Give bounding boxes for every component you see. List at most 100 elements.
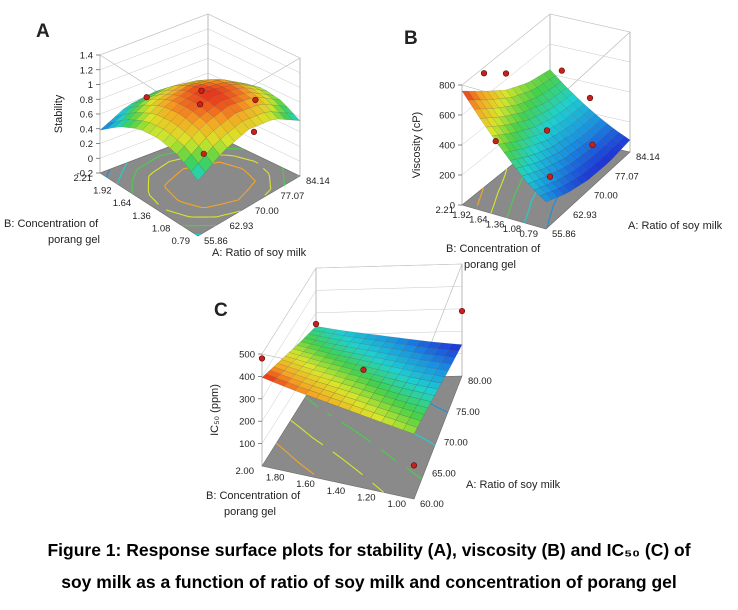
design-point bbox=[480, 70, 488, 77]
z-axis-label: IC₅₀ (ppm) bbox=[209, 384, 221, 436]
z-tick-label: 0.4 bbox=[80, 124, 93, 135]
z-tick-label: 300 bbox=[239, 394, 255, 405]
panel-a: A -0.2 0 0.2 0.4 0.6 0.8 1 1.2 1.4 Stability 55.866… bbox=[4, 13, 330, 259]
floor-contour bbox=[490, 168, 508, 214]
y-axis-label-line-1: B: Concentration of bbox=[4, 218, 99, 230]
x-tick-label: 75.00 bbox=[456, 407, 480, 418]
surface-patch bbox=[539, 193, 553, 203]
z-tick-label: 500 bbox=[239, 350, 255, 361]
z-tick-label: 200 bbox=[239, 417, 255, 428]
z-tick-label: 0.8 bbox=[80, 95, 93, 106]
wall-gridline bbox=[261, 286, 463, 377]
x-tick-label: 62.93 bbox=[230, 221, 254, 232]
z-axis-label: Viscosity (cP) bbox=[411, 112, 423, 178]
floor-contour bbox=[305, 396, 423, 480]
z-tick-label: 0 bbox=[450, 201, 455, 212]
y-tick-label: 0.79 bbox=[172, 236, 191, 247]
design-point bbox=[543, 127, 551, 134]
x-tick-label: 70.00 bbox=[255, 206, 279, 217]
design-point bbox=[200, 150, 207, 157]
y-tick-label: 1.20 bbox=[357, 492, 376, 503]
y-tick-label: 2.21 bbox=[74, 173, 93, 184]
x-tick-label: 70.00 bbox=[444, 438, 468, 449]
response-surface bbox=[99, 79, 301, 181]
wall-gridline bbox=[99, 43, 301, 88]
x-tick-label: 62.93 bbox=[573, 210, 597, 221]
z-tick-label: 600 bbox=[439, 111, 455, 122]
y-tick-label: 1.92 bbox=[452, 210, 471, 221]
x-tick-label: 77.07 bbox=[281, 191, 305, 202]
figure-canvas: A-0.200.20.40.60.811.21.4Stability55.866… bbox=[4, 13, 723, 518]
design-point bbox=[196, 101, 204, 108]
y-tick-label: 1.36 bbox=[132, 211, 151, 222]
panel-letter: C bbox=[214, 300, 228, 321]
wall-gridline bbox=[99, 28, 301, 73]
z-axis-label: Stability bbox=[53, 94, 65, 133]
design-point bbox=[458, 307, 466, 315]
design-point bbox=[143, 94, 150, 101]
z-tick-label: 0.6 bbox=[80, 110, 93, 121]
panel-c: C 100 200 300 400 500 IC₅₀ (ppm) 60.00 65.00 70.0… bbox=[206, 263, 561, 518]
y-tick-label: 0.79 bbox=[520, 229, 539, 240]
x-axis-label: A: Ratio of soy milk bbox=[212, 247, 307, 259]
wall-gridline bbox=[99, 13, 301, 59]
x-axis-label: A: Ratio of soy milk bbox=[628, 220, 723, 232]
panel-letter: B bbox=[404, 28, 418, 49]
design-point bbox=[258, 355, 266, 362]
design-point bbox=[492, 138, 499, 145]
caption-line-1: Figure 1: Response surface plots for sta… bbox=[47, 540, 691, 560]
z-tick-label: 400 bbox=[239, 372, 255, 383]
y-tick-label: 1.00 bbox=[388, 499, 407, 510]
panel-letter: A bbox=[36, 21, 50, 42]
surface-patch bbox=[190, 163, 206, 181]
x-tick-label: 84.14 bbox=[306, 176, 330, 187]
y-tick-label: 1.36 bbox=[486, 219, 505, 230]
y-tick-label: 2.00 bbox=[236, 466, 255, 477]
x-tick-label: 55.86 bbox=[204, 236, 228, 247]
y-tick-label: 1.80 bbox=[266, 473, 285, 484]
x-tick-label: 70.00 bbox=[594, 191, 618, 202]
response-surface bbox=[461, 69, 631, 203]
design-point bbox=[502, 70, 510, 77]
x-tick-label: 80.00 bbox=[468, 376, 492, 387]
x-tick-label: 55.86 bbox=[552, 229, 576, 240]
y-axis-label-line-2: porang gel bbox=[48, 234, 100, 246]
x-tick-label: 84.14 bbox=[636, 152, 660, 163]
x-axis-label: A: Ratio of soy milk bbox=[466, 479, 561, 491]
design-point bbox=[252, 96, 259, 104]
floor-contour bbox=[147, 153, 272, 218]
wall-gridline bbox=[261, 263, 463, 355]
y-tick-label: 1.64 bbox=[113, 198, 132, 209]
x-tick-label: 77.07 bbox=[615, 171, 639, 182]
y-axis-label-line-2: porang gel bbox=[224, 506, 276, 518]
z-tick-label: 400 bbox=[439, 141, 455, 152]
z-tick-label: 0 bbox=[88, 154, 93, 165]
design-point bbox=[589, 141, 596, 148]
y-axis-label-line-2: porang gel bbox=[464, 259, 516, 271]
response-surface bbox=[261, 326, 463, 435]
z-tick-label: 100 bbox=[239, 439, 255, 450]
design-point bbox=[312, 320, 320, 328]
design-point bbox=[360, 366, 367, 373]
z-tick-label: 800 bbox=[439, 81, 455, 92]
floor-contour bbox=[476, 187, 484, 206]
x-tick-label: 60.00 bbox=[420, 499, 444, 510]
z-tick-label: 200 bbox=[439, 171, 455, 182]
caption-line-2: soy milk as a function of ratio of soy m… bbox=[61, 572, 677, 592]
z-tick-label: 1 bbox=[88, 80, 93, 91]
floor-contour bbox=[275, 442, 315, 475]
x-tick-label: 65.00 bbox=[432, 468, 456, 479]
y-tick-label: 1.64 bbox=[469, 215, 488, 226]
design-point bbox=[546, 173, 554, 180]
design-point bbox=[198, 87, 205, 94]
z-tick-label: 1.2 bbox=[80, 65, 93, 76]
design-point bbox=[410, 462, 418, 469]
surface-patch bbox=[402, 423, 418, 435]
design-point bbox=[250, 128, 258, 135]
y-tick-label: 1.08 bbox=[152, 223, 171, 234]
z-tick-label: -0.2 bbox=[77, 169, 93, 180]
y-axis-label-line-1: B: Concentration of bbox=[446, 243, 541, 255]
panel-b: B 0 200 400 600 800 Viscosity (cP) 55.86 62.93 70… bbox=[404, 13, 723, 271]
y-axis-label-line-1: B: Concentration of bbox=[206, 490, 301, 502]
wall-gridline bbox=[461, 13, 631, 86]
